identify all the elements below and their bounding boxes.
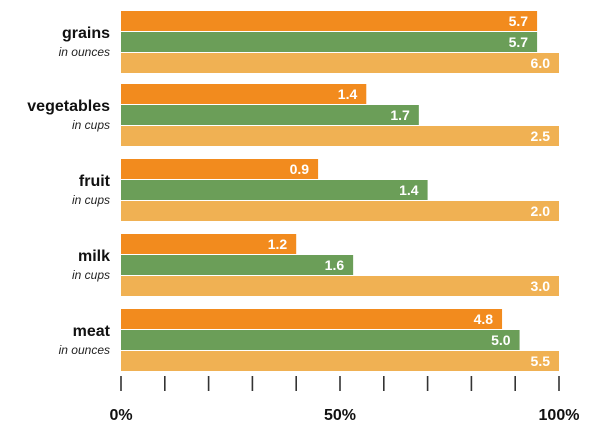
category-label-fruit: fruit — [79, 173, 111, 190]
bars — [121, 11, 559, 371]
category-labels: grains in ounces vegetables in cups fruit in … — [27, 25, 110, 357]
bar-meat-series-2 — [121, 330, 520, 350]
category-label-milk: milk — [78, 248, 110, 265]
x-tick-label-0: 0% — [109, 407, 132, 424]
x-tick-label-50: 50% — [324, 407, 356, 424]
value-label-grains-series-1: 5.7 — [509, 13, 529, 29]
category-unit-milk: in cups — [72, 268, 110, 282]
category-label-meat: meat — [73, 323, 111, 340]
value-labels: 5.75.76.01.41.72.50.91.42.01.21.63.04.85… — [268, 13, 550, 369]
value-label-fruit-series-2: 1.4 — [399, 182, 419, 198]
category-unit-meat: in ounces — [59, 343, 110, 357]
bar-milk-series-1 — [121, 234, 297, 254]
bar-fruit-series-3 — [121, 201, 559, 221]
value-label-fruit-series-1: 0.9 — [290, 161, 310, 177]
x-axis: 0% 50% 100% — [109, 376, 579, 424]
value-label-milk-series-3: 3.0 — [531, 278, 551, 294]
bar-fruit-series-2 — [121, 180, 428, 200]
category-unit-fruit: in cups — [72, 193, 110, 207]
bar-meat-series-3 — [121, 351, 559, 371]
bar-grains-series-3 — [121, 53, 559, 73]
value-label-meat-series-1: 4.8 — [474, 311, 494, 327]
x-tick-label-100: 100% — [539, 407, 580, 424]
value-label-grains-series-2: 5.7 — [509, 34, 529, 50]
bar-grains-series-2 — [121, 32, 538, 52]
bar-milk-series-2 — [121, 255, 354, 275]
value-label-meat-series-3: 5.5 — [531, 353, 551, 369]
bar-vegetables-series-2 — [121, 105, 419, 125]
value-label-vegetables-series-1: 1.4 — [338, 86, 358, 102]
value-label-milk-series-1: 1.2 — [268, 236, 288, 252]
value-label-grains-series-3: 6.0 — [531, 55, 551, 71]
value-label-fruit-series-3: 2.0 — [531, 203, 551, 219]
bar-vegetables-series-3 — [121, 126, 559, 146]
bar-fruit-series-1 — [121, 159, 319, 179]
bar-grains-series-1 — [121, 11, 538, 31]
value-label-milk-series-2: 1.6 — [325, 257, 345, 273]
value-label-vegetables-series-2: 1.7 — [390, 107, 410, 123]
category-unit-vegetables: in cups — [72, 118, 110, 132]
bar-milk-series-3 — [121, 276, 559, 296]
category-label-grains: grains — [62, 25, 110, 42]
bar-meat-series-1 — [121, 309, 503, 329]
value-label-meat-series-2: 5.0 — [491, 332, 511, 348]
category-unit-grains: in ounces — [59, 45, 110, 59]
value-label-vegetables-series-3: 2.5 — [531, 128, 551, 144]
category-label-vegetables: vegetables — [27, 98, 110, 115]
bar-vegetables-series-1 — [121, 84, 367, 104]
